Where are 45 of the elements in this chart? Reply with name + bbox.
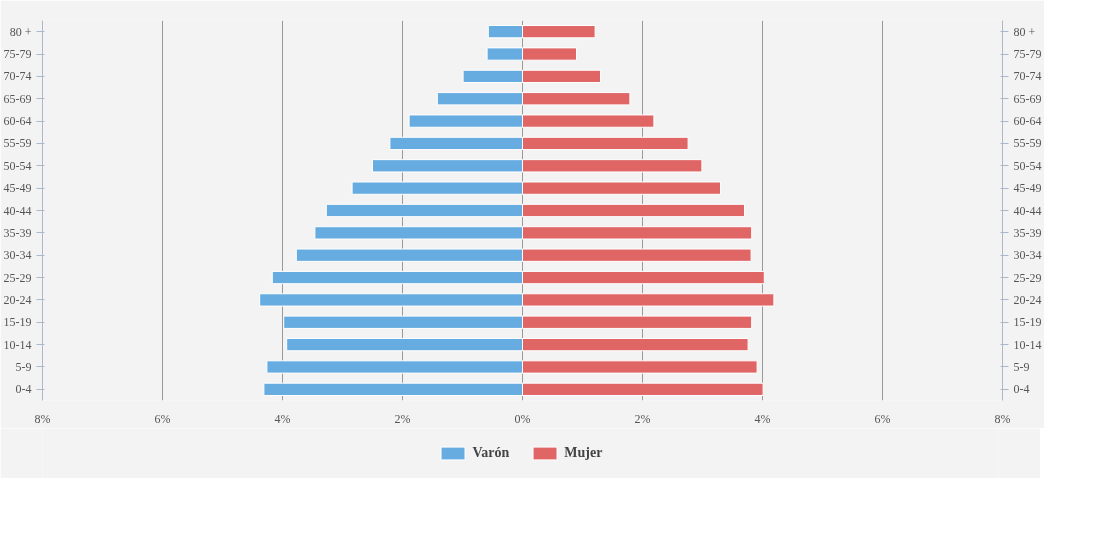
- x-tick-label: 4%: [274, 411, 291, 426]
- y-tick-label: 45-49: [3, 181, 32, 196]
- y2-tick-label: 75-79: [1013, 47, 1042, 62]
- y-tick-label: 30-34: [3, 248, 32, 263]
- y2-tick-label: 60-64: [1013, 114, 1042, 129]
- x-tick-label: 4%: [754, 411, 771, 426]
- y-tick-label: 0-4: [15, 382, 32, 397]
- y2-tick-label: 45-49: [1013, 181, 1042, 196]
- y-tick-label: 15-19: [3, 315, 32, 330]
- y2-tick-label: 80 +: [1013, 24, 1036, 39]
- y-tick-label: 60-64: [3, 114, 32, 129]
- y-tick-label: 70-74: [3, 69, 32, 84]
- x-tick-label: 8%: [34, 411, 51, 426]
- y-tick-label: 75-79: [3, 47, 32, 62]
- y2-tick-label: 20-24: [1013, 292, 1042, 307]
- y-tick-label: 40-44: [3, 203, 32, 218]
- x-tick-label: 2%: [394, 411, 411, 426]
- y-tick-label: 5-9: [15, 359, 32, 374]
- y-tick-label: 80 +: [9, 24, 32, 39]
- y2-tick-label: 50-54: [1013, 158, 1042, 173]
- legend-label: Varón: [472, 445, 510, 461]
- legend-label: Mujer: [564, 445, 603, 461]
- y-tick-label: 50-54: [3, 158, 32, 173]
- y-tick-label: 35-39: [3, 225, 32, 240]
- x-tick-label: 2%: [634, 411, 651, 426]
- x-tick-label: 6%: [154, 411, 171, 426]
- y2-tick-label: 65-69: [1013, 91, 1042, 106]
- y2-tick-label: 5-9: [1013, 359, 1030, 374]
- y-tick-label: 65-69: [3, 91, 32, 106]
- y2-tick-label: 40-44: [1013, 203, 1042, 218]
- x-tick-label: 0%: [514, 411, 531, 426]
- y2-tick-label: 0-4: [1013, 382, 1030, 397]
- y2-tick-label: 25-29: [1013, 270, 1042, 285]
- y2-tick-label: 55-59: [1013, 136, 1042, 151]
- y2-tick-label: 30-34: [1013, 248, 1042, 263]
- y2-tick-label: 15-19: [1013, 315, 1042, 330]
- x-tick-label: 8%: [994, 411, 1011, 426]
- y-tick-label: 55-59: [3, 136, 32, 151]
- x-tick-label: 6%: [874, 411, 891, 426]
- y2-tick-label: 35-39: [1013, 225, 1042, 240]
- y2-tick-label: 10-14: [1013, 337, 1042, 352]
- y2-tick-label: 70-74: [1013, 69, 1042, 84]
- y-tick-label: 20-24: [3, 292, 32, 307]
- y-tick-label: 25-29: [3, 270, 32, 285]
- y-tick-label: 10-14: [3, 337, 32, 352]
